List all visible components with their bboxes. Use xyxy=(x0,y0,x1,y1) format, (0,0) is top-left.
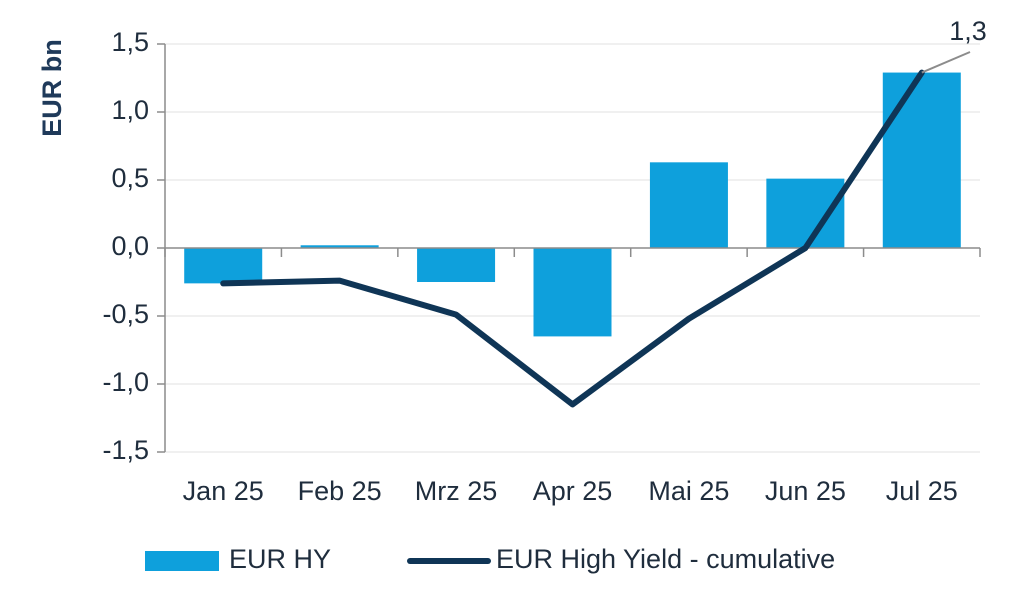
legend: EUR HY EUR High Yield - cumulative xyxy=(145,544,835,574)
grid-layer xyxy=(165,43,980,453)
legend-bar-swatch xyxy=(145,551,219,571)
x-tick-label: Jul 25 xyxy=(886,476,958,506)
legend-label-bar: EUR HY xyxy=(229,544,331,574)
annotation-leader-line xyxy=(921,51,971,74)
line-layer xyxy=(220,69,925,408)
y-tick-label: 1,0 xyxy=(111,95,149,125)
axis-layer xyxy=(157,43,981,453)
y-axis-label: EUR bn xyxy=(37,39,67,137)
y-tick-label: -1,0 xyxy=(102,367,149,397)
y-tick-label: 0,5 xyxy=(111,163,149,193)
bar xyxy=(766,178,845,248)
y-tick-labels: 1,5 1,0 0,5 0,0 -0,5 -1,0 -1,5 xyxy=(102,27,149,465)
bar xyxy=(649,162,728,248)
y-tick-label: -0,5 xyxy=(102,299,149,329)
x-tick-label: Jun 25 xyxy=(765,476,846,506)
y-tick-label: -1,5 xyxy=(102,435,149,465)
bar xyxy=(533,248,612,337)
x-tick-label: Mrz 25 xyxy=(415,476,498,506)
x-tick-label: Jan 25 xyxy=(183,476,264,506)
legend-label-line: EUR High Yield - cumulative xyxy=(496,544,835,574)
x-tick-label: Feb 25 xyxy=(298,476,382,506)
annotation-label: 1,3 xyxy=(949,16,987,46)
bar xyxy=(417,248,496,282)
x-tick-label: Apr 25 xyxy=(533,476,613,506)
y-tick-label: 1,5 xyxy=(111,27,149,57)
y-tick-label: 0,0 xyxy=(111,231,149,261)
bar xyxy=(300,245,379,248)
x-tick-labels: Jan 25 Feb 25 Mrz 25 Apr 25 Mai 25 Jun 25 Jul … xyxy=(183,476,958,506)
annotation-layer: 1,3 xyxy=(921,16,987,74)
bars-layer xyxy=(184,72,961,337)
bar xyxy=(882,72,961,248)
cumulative-line xyxy=(220,69,925,408)
x-tick-label: Mai 25 xyxy=(648,476,729,506)
bar xyxy=(184,248,263,284)
